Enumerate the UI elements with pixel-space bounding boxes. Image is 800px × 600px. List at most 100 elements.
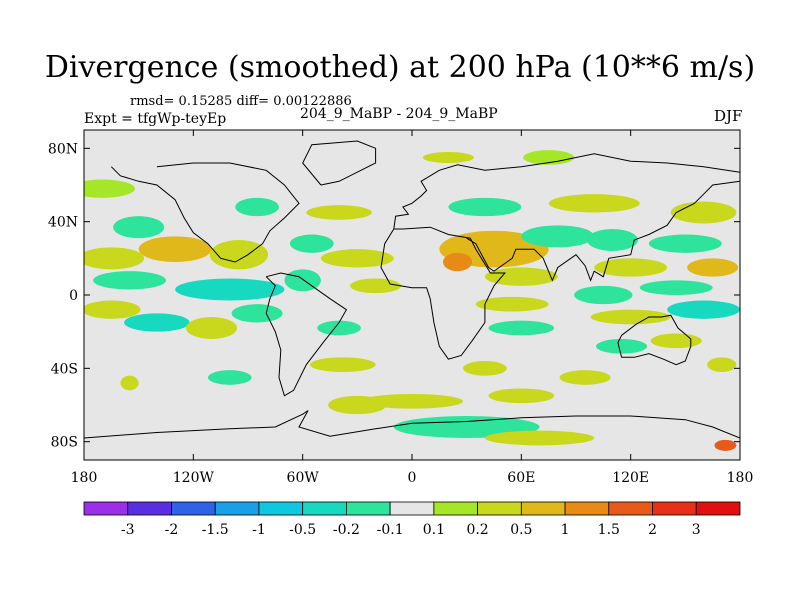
contour-region-45 [596,339,648,354]
contour-region-18 [320,249,394,268]
contour-region-20 [350,278,402,294]
colorbar-swatch-14 [695,501,741,516]
contour-region-2 [84,247,145,270]
contour-region-32 [475,296,549,312]
colorbar-swatch-6 [345,501,391,516]
contour-region-0 [84,179,136,198]
contour-region-36 [360,394,464,409]
x-axis: 180 120W 60W 0 60E 120E 180 [71,130,753,486]
contour-region-26 [422,152,474,163]
x-tick-label-3: 0 [408,470,417,486]
contour-region-14 [175,445,212,457]
contour-region-15 [235,197,279,217]
colorbar-swatch-9 [477,501,522,516]
contour-region-27 [448,197,522,217]
colorbar-label-2: -1.5 [202,522,229,538]
experiment-label: Expt = tfgWp-teyEp [84,111,227,127]
contour-region-10 [231,304,283,323]
colorbar-swatch-13 [652,501,697,516]
contour-region-8 [124,313,190,332]
colorbar-label-12: 2 [648,522,657,538]
contour-region-48 [670,201,737,224]
contour-region-44 [590,309,671,325]
contour-region-3 [138,236,212,262]
x-tick-label-1: 120W [173,470,215,486]
colorbar-label-7: 0.1 [423,522,445,538]
contour-region-30 [484,267,558,286]
contour-region-16 [306,205,372,220]
contour-region-53 [650,333,702,349]
colorbar-swatch-10 [520,501,566,516]
colorbar-swatch-12 [608,501,653,516]
coastline-1 [265,272,348,397]
colorbar-label-3: -1 [252,522,266,538]
contour-region-29 [442,252,473,272]
contour-region-12 [235,401,279,416]
contour-region-49 [648,234,722,253]
contour-region-41 [586,229,638,251]
contour-region-50 [687,258,739,277]
coastline-3 [380,226,506,360]
y-tick-label-2: 0 [69,288,78,304]
contour-region-6 [175,278,285,301]
contour-region-9 [186,317,238,339]
contour-region-17 [289,234,334,253]
x-tick-label-2: 60W [287,470,320,486]
coastline-2 [302,140,377,186]
contour-region-43 [574,285,633,305]
contour-region-39 [523,150,575,165]
colorbar-swatch-3 [214,501,260,516]
contour-region-46 [559,370,611,385]
contour-region-22 [309,357,376,372]
contour-region-35 [488,388,555,404]
contour-region-37 [393,416,540,438]
colorbar-swatch-0 [83,501,129,516]
coastline-6 [617,314,692,366]
contour-region-34 [463,361,507,376]
season-label: DJF [714,107,743,125]
colorbar-label-4: -0.5 [289,522,316,538]
colorbar-swatch-11 [564,501,610,516]
coastline-5 [466,180,740,282]
contour-region-51 [639,280,713,295]
contour-region-55 [714,439,737,451]
colorbar-label-5: -0.2 [333,522,360,538]
y-tick-label-3: 40S [51,361,78,377]
contour-region-52 [667,300,740,319]
x-tick-label-0: 180 [71,470,98,486]
colorbar: -3 -2 -1.5 -1 -0.5 -0.2 -0.1 0.1 0.2 0.5 1 1.5 2 3 [83,501,741,538]
colorbar-label-10: 1 [561,522,570,538]
x-tick-label-4: 60E [507,470,535,486]
contour-region-1 [113,216,165,239]
data-features [84,150,740,457]
stats-label: rmsd= 0.15285 diff= 0.00122886 [130,94,352,109]
contour-region-7 [84,300,141,319]
coastline-4 [393,153,740,230]
colorbar-label-1: -2 [165,522,179,538]
contour-region-47 [610,401,669,416]
colorbar-label-0: -3 [121,522,135,538]
colorbar-label-9: 0.5 [510,522,532,538]
coastline-0 [110,162,300,263]
colorbar-swatch-8 [433,501,479,516]
colorbar-label-6: -0.1 [377,522,404,538]
colorbar-label-8: 0.2 [466,522,488,538]
colorbar-swatch-2 [171,501,216,516]
contour-region-21 [317,320,361,336]
y-tick-label-1: 40N [48,215,78,231]
contour-region-5 [93,271,166,290]
contour-region-13 [120,375,139,391]
y-tick-label-0: 80N [48,141,78,157]
center-label: 204_9_MaBP - 204_9_MaBP [300,106,498,122]
colorbar-swatch-1 [127,501,172,516]
chart-title: Divergence (smoothed) at 200 hPa (10**6 … [44,50,756,85]
y-tick-label-4: 80S [51,435,78,451]
contour-region-42 [594,258,668,277]
contour-region-23 [366,348,403,363]
contour-region-25 [388,155,418,171]
y-axis: 80N 40N 0 40S 80S [48,141,740,451]
colorbar-swatch-5 [302,501,347,516]
colorbar-swatch-4 [258,501,304,516]
contour-region-31 [521,225,595,248]
